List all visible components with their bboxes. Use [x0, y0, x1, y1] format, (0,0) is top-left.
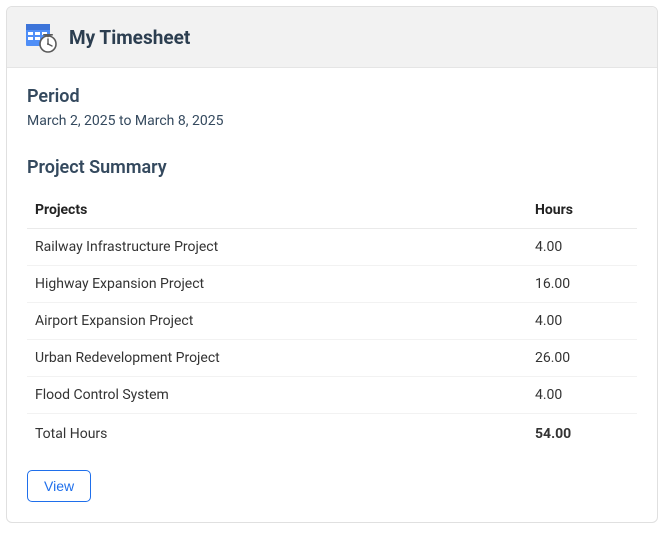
table-row: Railway Infrastructure Project 4.00 — [27, 229, 637, 266]
project-name: Highway Expansion Project — [27, 266, 527, 303]
timesheet-icon — [25, 21, 57, 53]
actions: View — [27, 470, 637, 502]
project-hours: 4.00 — [527, 303, 637, 340]
project-hours: 16.00 — [527, 266, 637, 303]
table-row: Urban Redevelopment Project 26.00 — [27, 340, 637, 377]
project-name: Railway Infrastructure Project — [27, 229, 527, 266]
project-name: Flood Control System — [27, 377, 527, 414]
total-label: Total Hours — [27, 414, 527, 453]
table-row: Flood Control System 4.00 — [27, 377, 637, 414]
table-row: Airport Expansion Project 4.00 — [27, 303, 637, 340]
period-label: Period — [27, 86, 637, 107]
table-row: Highway Expansion Project 16.00 — [27, 266, 637, 303]
view-button[interactable]: View — [27, 470, 91, 502]
col-projects: Projects — [27, 192, 527, 229]
total-hours: 54.00 — [527, 414, 637, 453]
project-hours: 4.00 — [527, 377, 637, 414]
card-header: My Timesheet — [7, 7, 657, 68]
col-hours: Hours — [527, 192, 637, 229]
timesheet-card: My Timesheet Period March 2, 2025 to Mar… — [6, 6, 658, 523]
period-range: March 2, 2025 to March 8, 2025 — [27, 113, 637, 129]
project-hours: 4.00 — [527, 229, 637, 266]
card-body: Period March 2, 2025 to March 8, 2025 Pr… — [7, 68, 657, 522]
project-hours: 26.00 — [527, 340, 637, 377]
project-name: Airport Expansion Project — [27, 303, 527, 340]
summary-title: Project Summary — [27, 157, 637, 178]
page-title: My Timesheet — [69, 26, 190, 49]
total-row: Total Hours 54.00 — [27, 414, 637, 453]
project-summary-table: Projects Hours Railway Infrastructure Pr… — [27, 192, 637, 452]
project-name: Urban Redevelopment Project — [27, 340, 527, 377]
